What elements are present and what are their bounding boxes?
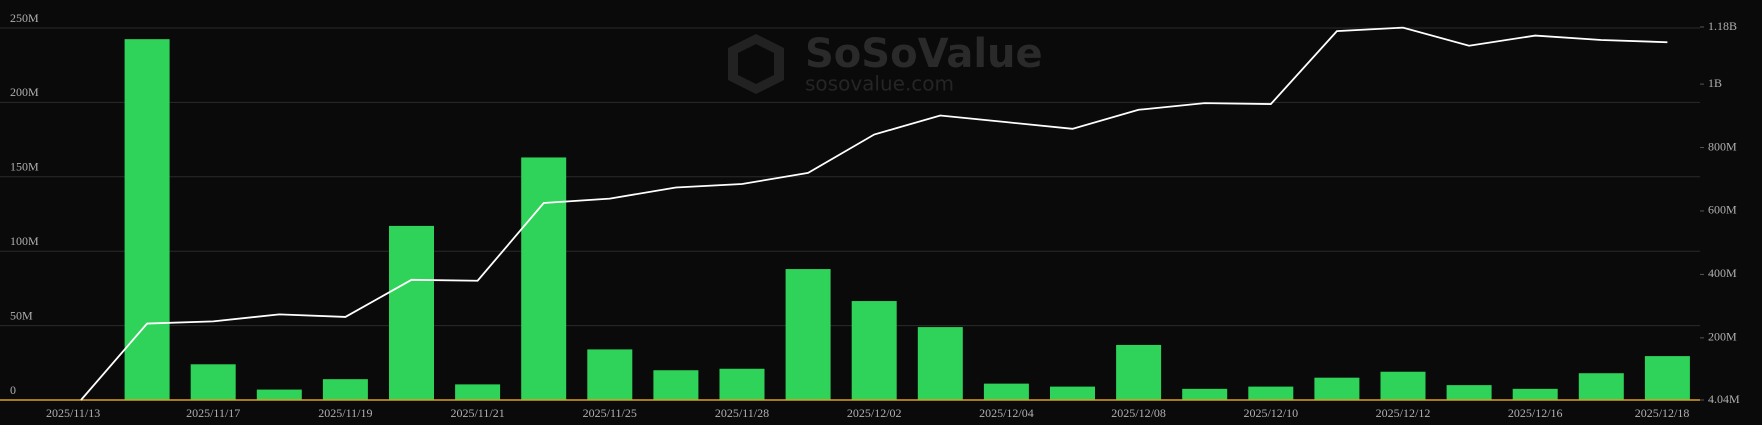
bar bbox=[1578, 373, 1624, 400]
bar bbox=[322, 379, 368, 400]
bar bbox=[521, 157, 567, 400]
bar bbox=[1248, 386, 1294, 400]
bar bbox=[256, 389, 302, 400]
watermark-url: sosovalue.com bbox=[805, 72, 954, 96]
bar bbox=[1314, 377, 1360, 400]
x-tick-label: 2025/11/19 bbox=[318, 406, 372, 420]
bar bbox=[1644, 356, 1690, 400]
bar bbox=[587, 349, 633, 400]
bar bbox=[1116, 344, 1162, 400]
bar bbox=[1380, 371, 1426, 400]
x-tick-label: 2025/12/16 bbox=[1508, 406, 1563, 420]
bar bbox=[1182, 388, 1228, 400]
x-tick-label: 2025/11/17 bbox=[186, 406, 240, 420]
x-tick-label: 2025/12/04 bbox=[979, 406, 1034, 420]
watermark: SoSoValue bbox=[805, 31, 1043, 77]
y2-tick-label: 800M bbox=[1708, 139, 1737, 153]
bar bbox=[719, 368, 765, 400]
y-tick-label: 150M bbox=[10, 160, 39, 174]
x-tick-label: 2025/11/28 bbox=[715, 406, 769, 420]
x-tick-label: 2025/12/12 bbox=[1376, 406, 1431, 420]
bar bbox=[124, 39, 170, 400]
x-tick-label: 2025/11/13 bbox=[46, 406, 100, 420]
y2-tick-label: 600M bbox=[1708, 203, 1737, 217]
bar bbox=[1446, 385, 1492, 400]
y2-tick-label: 200M bbox=[1708, 330, 1737, 344]
y2-tick-label: 1.18B bbox=[1708, 19, 1737, 33]
x-tick-label: 2025/11/21 bbox=[450, 406, 504, 420]
y-tick-label: 100M bbox=[10, 234, 39, 248]
line bbox=[80, 26, 1668, 401]
x-tick-label: 2025/12/08 bbox=[1111, 406, 1166, 420]
bar bbox=[1050, 386, 1095, 400]
y2-tick-label: 4.04M bbox=[1708, 392, 1740, 406]
x-tick-label: 2025/12/10 bbox=[1243, 406, 1298, 420]
bar bbox=[455, 384, 501, 400]
bar bbox=[190, 364, 236, 400]
bar bbox=[389, 225, 434, 400]
bar bbox=[785, 269, 831, 400]
x-tick-label: 2025/12/18 bbox=[1635, 406, 1690, 420]
x-tick-label: 2025/11/25 bbox=[583, 406, 637, 420]
y-tick-label: 200M bbox=[10, 85, 39, 99]
bar bbox=[1512, 388, 1558, 400]
x-tick-label: 2025/12/02 bbox=[847, 406, 902, 420]
y2-tick-label: 400M bbox=[1708, 266, 1737, 280]
y-tick-label: 50M bbox=[10, 308, 33, 322]
y2-tick-label: 1B bbox=[1708, 76, 1722, 90]
y-tick-label: 0 bbox=[10, 383, 16, 397]
bar bbox=[851, 301, 897, 400]
watermark-logo bbox=[728, 34, 784, 94]
bar bbox=[917, 327, 963, 400]
bar bbox=[983, 383, 1029, 400]
bar bbox=[653, 370, 699, 400]
y-tick-label: 250M bbox=[10, 11, 39, 25]
